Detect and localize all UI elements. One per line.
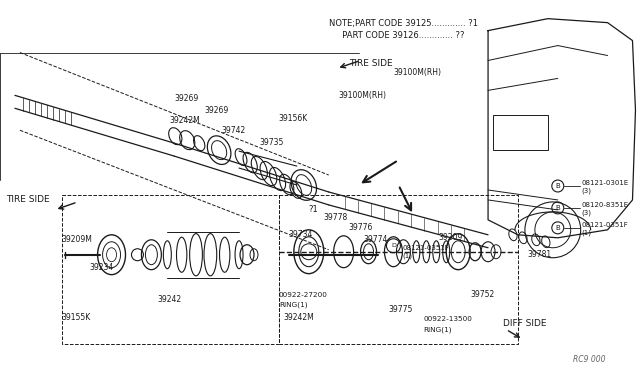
Text: 39735: 39735 — [259, 138, 284, 147]
Text: 39209: 39209 — [438, 233, 463, 242]
Text: PART CODE 39126............. ??: PART CODE 39126............. ?? — [329, 31, 464, 39]
Text: 39234: 39234 — [90, 263, 114, 272]
Text: DIFF SIDE: DIFF SIDE — [503, 320, 547, 328]
Text: 08120-8351E: 08120-8351E — [582, 202, 629, 208]
Text: 39156K: 39156K — [279, 114, 308, 123]
Text: 08121-0301E: 08121-0301E — [582, 180, 629, 186]
Bar — [279, 195, 518, 344]
Text: (3): (3) — [582, 210, 592, 216]
Text: 39269: 39269 — [174, 94, 198, 103]
Text: TIRE SIDE: TIRE SIDE — [349, 58, 392, 67]
Text: (1): (1) — [403, 253, 412, 259]
Text: 00922-13500: 00922-13500 — [423, 317, 472, 323]
Text: 00922-27200: 00922-27200 — [279, 292, 328, 298]
Text: ?1: ?1 — [308, 205, 319, 214]
Text: D: D — [391, 243, 396, 248]
Text: 39242: 39242 — [157, 295, 182, 304]
Text: RING(1): RING(1) — [279, 301, 307, 308]
Text: B: B — [556, 205, 560, 211]
Bar — [61, 195, 279, 344]
Text: 39155K: 39155K — [61, 313, 91, 322]
Text: 39778: 39778 — [324, 214, 348, 222]
Text: TIRE SIDE: TIRE SIDE — [6, 195, 50, 204]
Text: 39781: 39781 — [528, 250, 552, 259]
Text: 08121-0351F: 08121-0351F — [582, 222, 628, 228]
Text: 39742: 39742 — [221, 126, 245, 135]
Text: 39242M: 39242M — [170, 116, 200, 125]
Text: 39269: 39269 — [204, 106, 228, 115]
Text: RING(1): RING(1) — [423, 326, 452, 333]
Text: 39775: 39775 — [388, 305, 413, 314]
Text: 39734: 39734 — [289, 230, 313, 239]
Text: 39100M(RH): 39100M(RH) — [394, 68, 442, 77]
Text: B: B — [556, 225, 560, 231]
Text: B: B — [556, 183, 560, 189]
Text: (1): (1) — [582, 230, 592, 236]
Text: RC9 000: RC9 000 — [573, 355, 605, 364]
Text: (3): (3) — [582, 188, 592, 194]
Text: 39774: 39774 — [364, 235, 388, 244]
Text: 39209M: 39209M — [61, 235, 93, 244]
Bar — [493, 115, 548, 150]
Text: 39242M: 39242M — [284, 313, 315, 322]
Text: 39752: 39752 — [470, 290, 494, 299]
Text: 39776: 39776 — [349, 223, 373, 232]
Text: 39100M(RH): 39100M(RH) — [339, 91, 387, 100]
Text: NOTE;PART CODE 39125............. ?1: NOTE;PART CODE 39125............. ?1 — [329, 19, 477, 28]
Text: 08121-0351F: 08121-0351F — [403, 245, 449, 251]
